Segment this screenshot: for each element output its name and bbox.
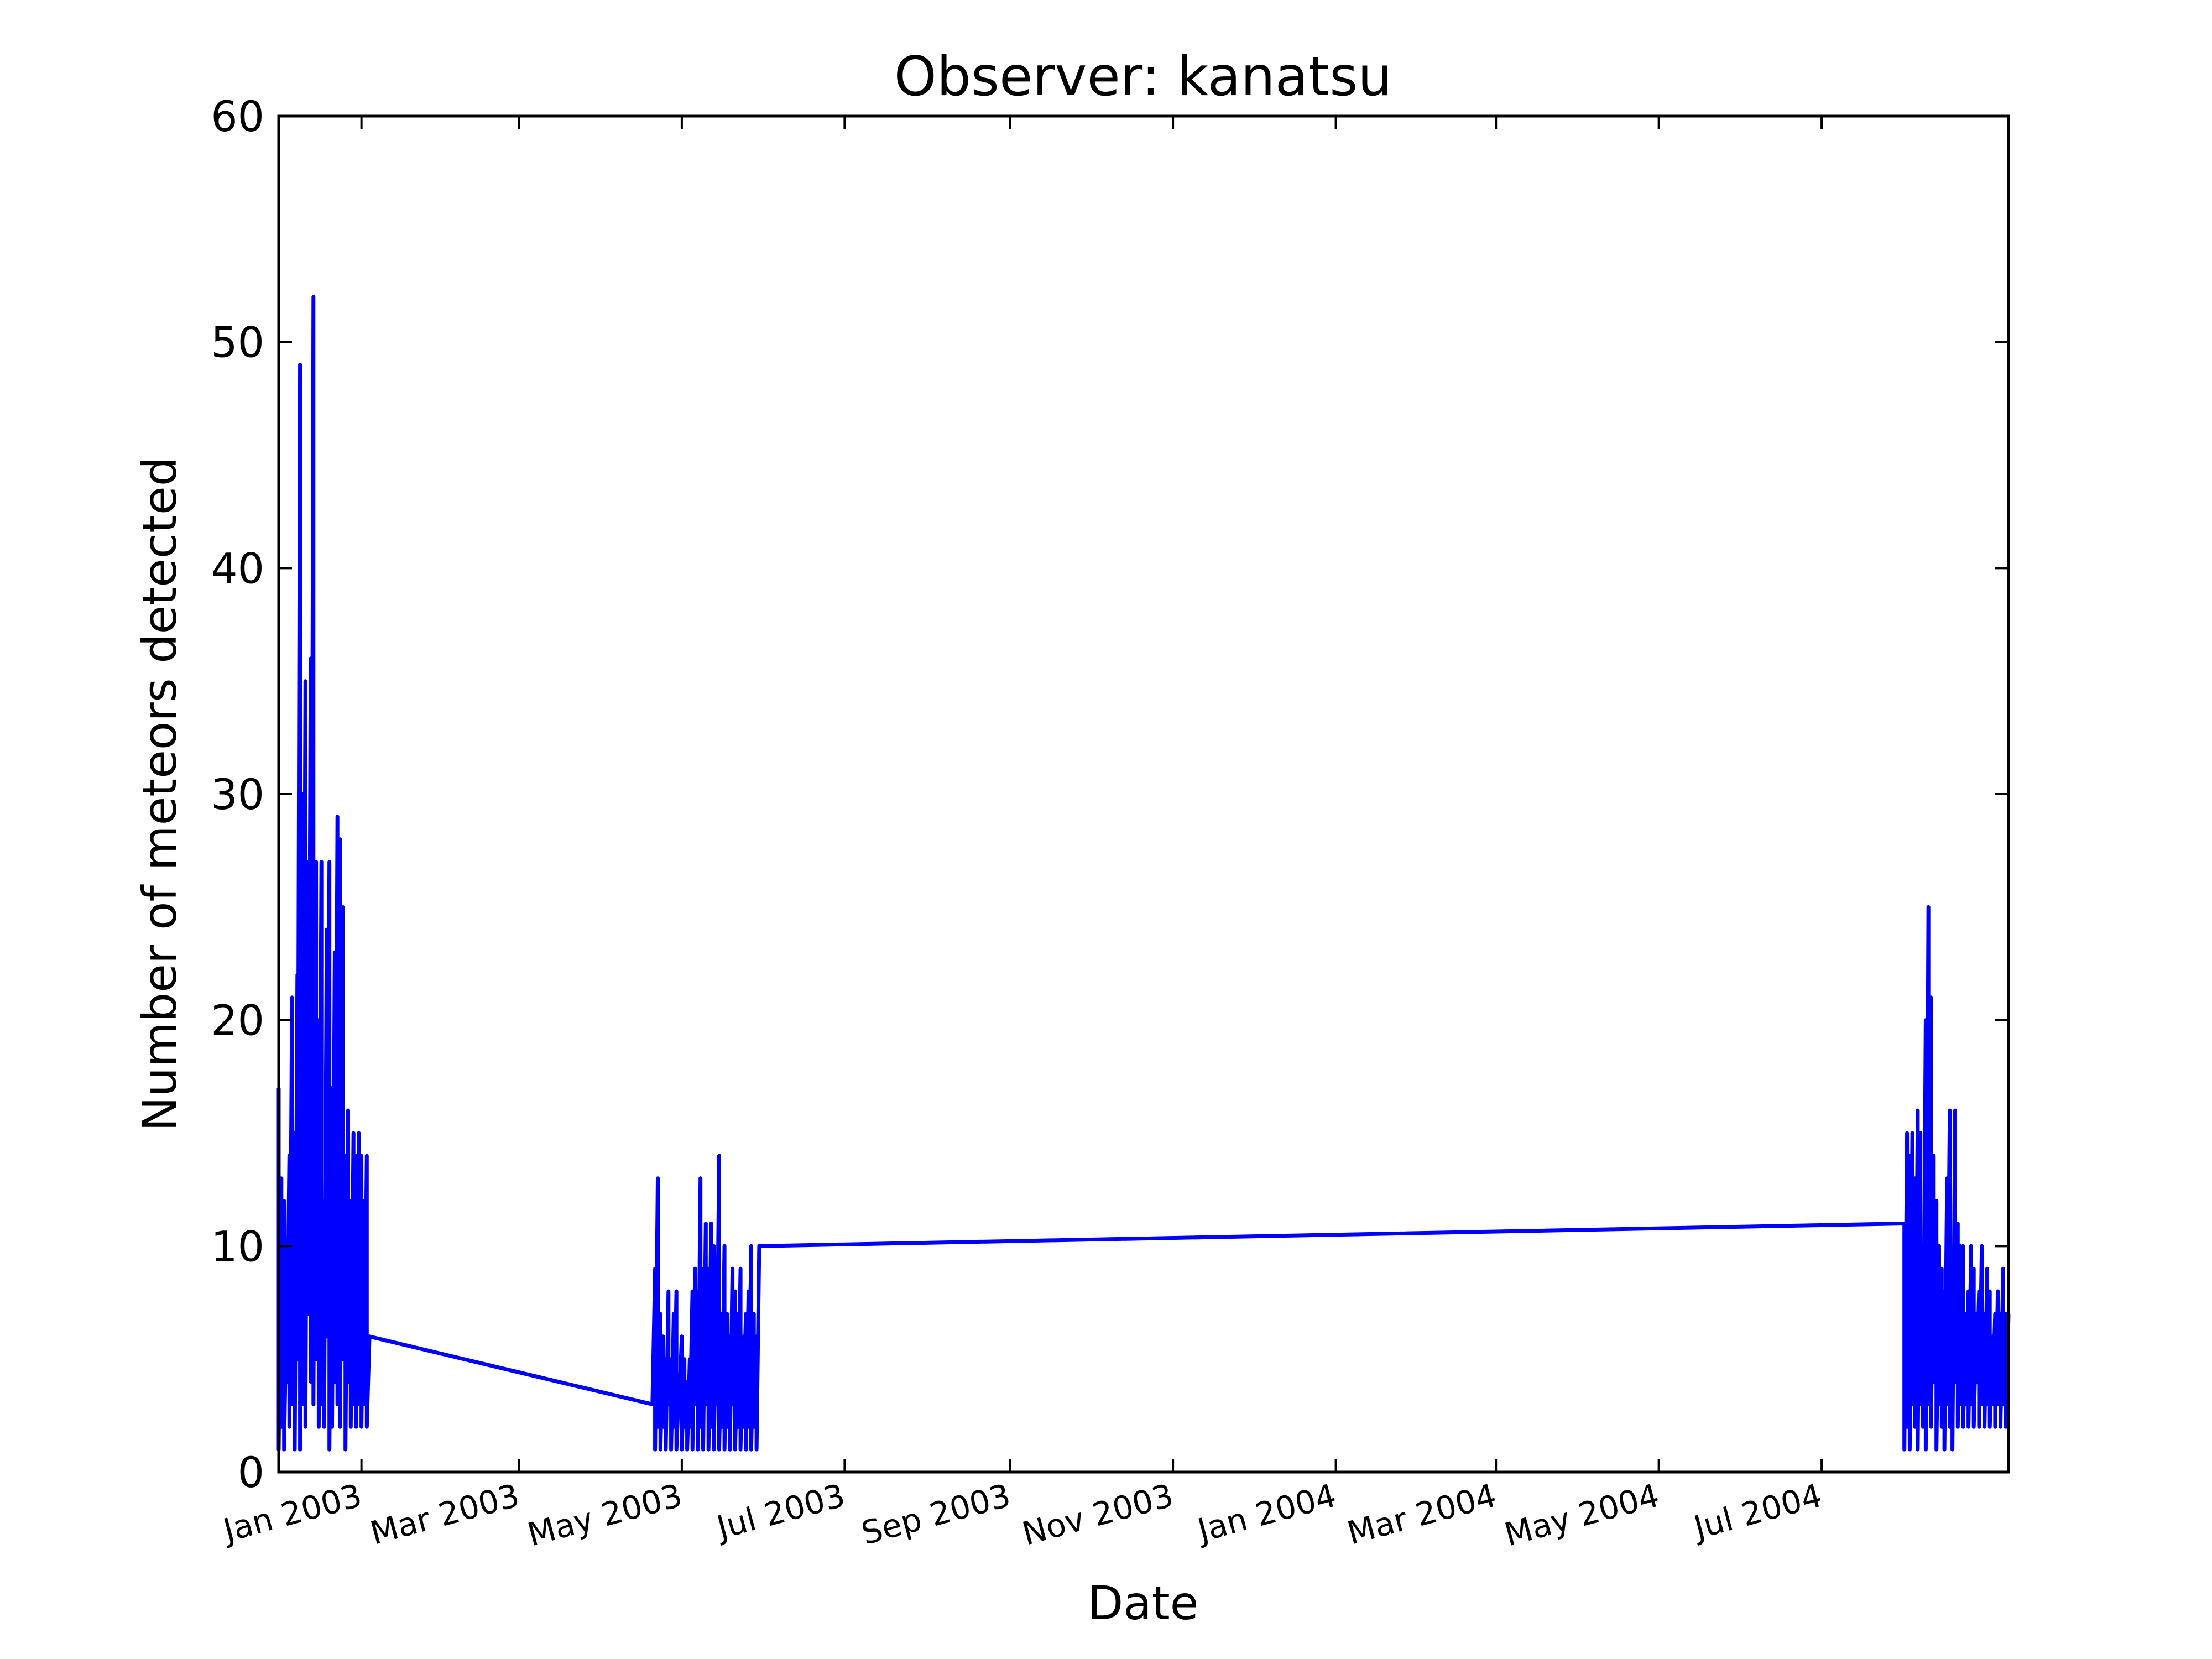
x-tick-label: Mar 2003: [366, 1477, 523, 1552]
x-tick-label: Nov 2003: [1018, 1477, 1177, 1553]
x-tick-label: Jul 2004: [1688, 1477, 1825, 1547]
y-tick-label: 10: [211, 1222, 264, 1271]
x-tick-label: Sep 2003: [858, 1477, 1015, 1552]
x-tick-label: Mar 2004: [1343, 1477, 1500, 1552]
y-tick-label: 0: [238, 1448, 264, 1497]
plot-area: [276, 295, 2011, 1452]
y-axis-label: Number of meteors detected: [133, 457, 187, 1131]
plot-frame: [277, 114, 2010, 1474]
x-tick-label: Jan 2004: [1192, 1477, 1340, 1550]
x-tick-label: Jul 2003: [711, 1477, 848, 1547]
x-axis-label: Date: [1088, 1576, 1199, 1630]
chart-title: Observer: kanatsu: [894, 45, 1392, 108]
y-tick-label: 50: [211, 318, 264, 367]
y-tick-label: 20: [211, 996, 264, 1045]
x-tick-label: May 2004: [1500, 1477, 1663, 1554]
y-tick-label: 60: [211, 92, 264, 141]
y-axis: 0 10 20 30 40 50 60: [211, 92, 2008, 1497]
y-tick-label: 30: [211, 770, 264, 819]
x-axis: Jan 2003 Mar 2003 May 2003 Jul 2003 Sep 2003…: [218, 116, 1826, 1554]
y-tick-label: 40: [211, 544, 264, 593]
series-line: [276, 295, 2011, 1452]
x-tick-label: May 2003: [524, 1477, 686, 1554]
